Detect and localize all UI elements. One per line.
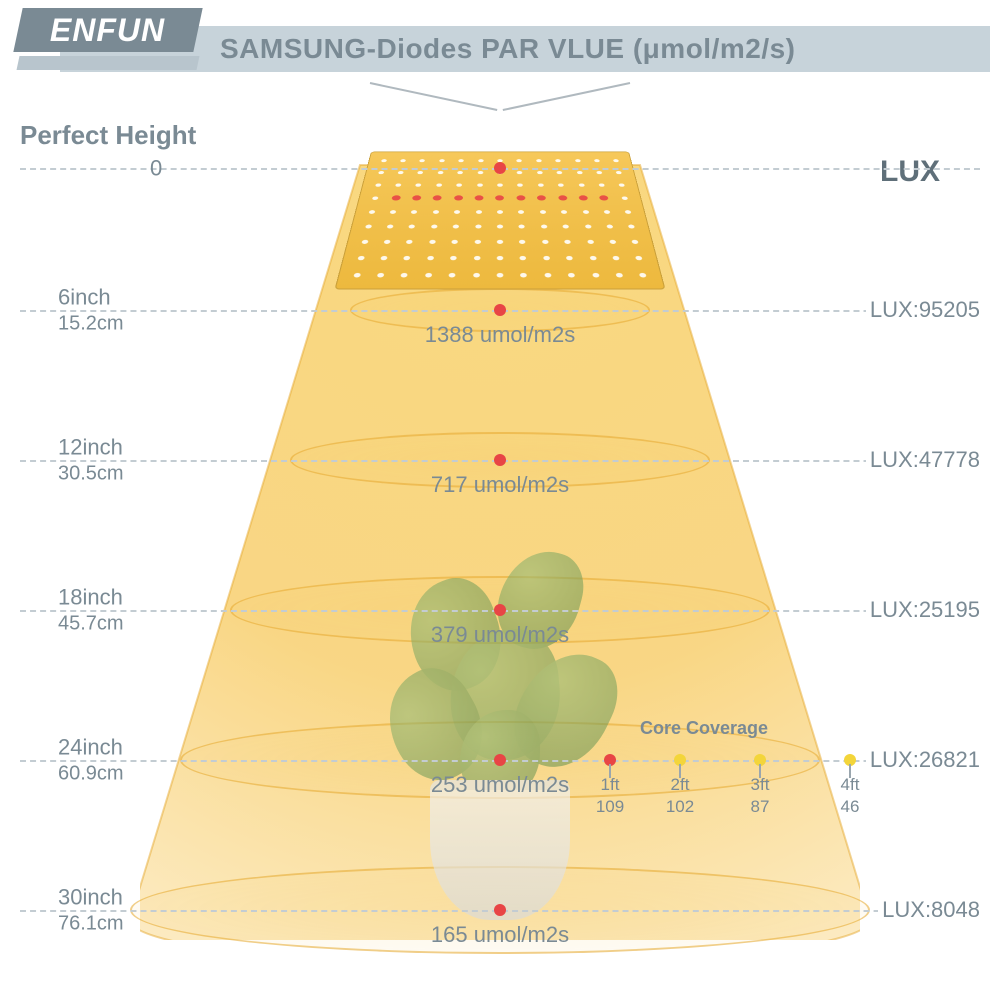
height-label: 30inch76.1cm: [58, 884, 124, 935]
par-value: 165 umol/m2s: [431, 922, 569, 948]
height-label: 18inch45.7cm: [58, 584, 124, 635]
title-text: SAMSUNG-Diodes PAR VLUE (μmol/m2/s): [220, 33, 796, 65]
coverage-value: 3ft87: [751, 774, 770, 818]
center-dot: [494, 304, 506, 316]
lux-label: LUX:26821: [866, 747, 980, 773]
center-dot: [494, 454, 506, 466]
coverage-value: 1ft109: [596, 774, 624, 818]
brand-text: ENFUN: [50, 12, 165, 49]
right-header: LUX: [880, 155, 940, 189]
lux-label: LUX:8048: [878, 897, 980, 923]
height-label: 6inch15.2cm: [58, 284, 124, 335]
par-value: 253 umol/m2s: [431, 772, 569, 798]
height-label: 12inch30.5cm: [58, 434, 124, 485]
height-label: 24inch60.9cm: [58, 734, 124, 785]
center-dot: [494, 162, 506, 174]
hanger-wire: [370, 82, 630, 112]
header: SAMSUNG-Diodes PAR VLUE (μmol/m2/s) ENFU…: [0, 8, 1000, 66]
coverage-value: 4ft46: [841, 774, 860, 818]
title-bar: SAMSUNG-Diodes PAR VLUE (μmol/m2/s): [60, 26, 990, 72]
center-dot: [494, 754, 506, 766]
center-dot: [494, 604, 506, 616]
lux-label: LUX:47778: [866, 447, 980, 473]
par-value: 379 umol/m2s: [431, 622, 569, 648]
left-header: Perfect Height: [20, 120, 196, 151]
lux-label: LUX:25195: [866, 597, 980, 623]
lux-label: LUX:95205: [866, 297, 980, 323]
height-label: 0: [150, 155, 162, 180]
par-value: 717 umol/m2s: [431, 472, 569, 498]
brand-logo: ENFUN: [13, 8, 202, 52]
par-value: 1388 umol/m2s: [425, 322, 575, 348]
logo-accent: [17, 56, 200, 70]
center-dot: [494, 904, 506, 916]
coverage-value: 2ft102: [666, 774, 694, 818]
plant-illustration: [370, 520, 630, 920]
core-coverage-label: Core Coverage: [640, 718, 768, 739]
